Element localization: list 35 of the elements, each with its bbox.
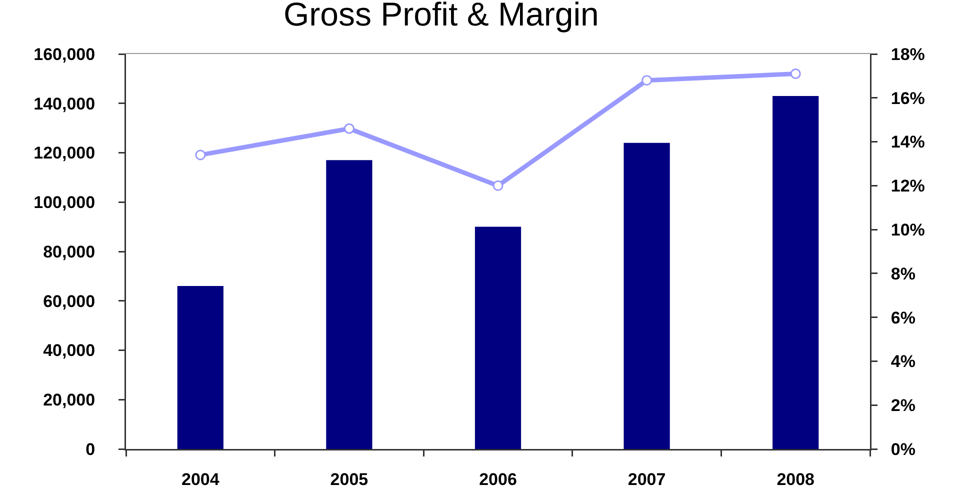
point	[195, 150, 206, 160]
y2-tick-label: 12%	[890, 176, 925, 196]
y-tick-label: 160,000	[34, 44, 96, 64]
x-tick-label: 2008	[776, 470, 815, 489]
point	[790, 68, 801, 79]
x-tick-label: 2006	[479, 470, 517, 489]
bar	[326, 160, 372, 449]
y-tick-label: 60,000	[43, 292, 96, 311]
y2-tick-label: 2%	[890, 396, 916, 416]
bar	[177, 286, 224, 449]
bar	[624, 142, 670, 449]
y2-tick-label: 14%	[890, 132, 925, 152]
bar	[474, 226, 522, 449]
x-tick-label: 2007	[628, 470, 666, 489]
y-tick-label: 140,000	[34, 94, 96, 114]
bar	[772, 96, 819, 449]
point	[642, 75, 652, 86]
y-tick-label: 80,000	[43, 242, 96, 262]
y2-tick-label: 6%	[890, 308, 916, 328]
y2-tick-label: 0%	[890, 440, 916, 459]
y2-tick-label: 8%	[890, 264, 916, 284]
chart-title: Gross Profit & Margin	[284, 0, 599, 33]
x-tick-label: 2004	[181, 470, 220, 489]
y-tick-label: 0	[86, 440, 96, 459]
point	[344, 123, 354, 134]
point	[492, 180, 504, 191]
y-tick-label: 40,000	[43, 341, 96, 360]
y-tick-label: 120,000	[34, 144, 96, 163]
y2-tick-label: 10%	[890, 220, 925, 240]
y2-tick-label: 18%	[890, 44, 925, 64]
y-tick-label: 20,000	[43, 390, 96, 410]
y2-tick-label: 4%	[890, 352, 916, 372]
y-tick-label: 100,000	[34, 193, 96, 212]
y2-tick-label: 16%	[890, 88, 925, 108]
x-tick-label: 2005	[330, 470, 368, 489]
